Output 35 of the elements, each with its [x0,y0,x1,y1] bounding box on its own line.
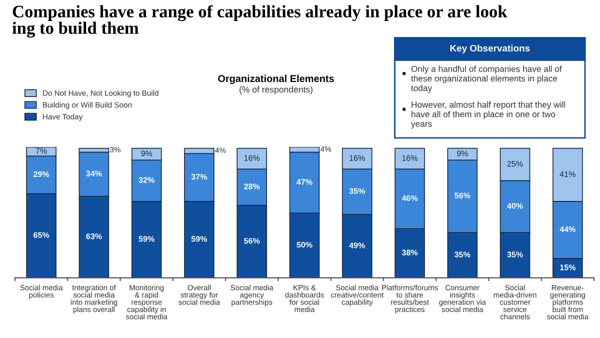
data-label: 9% [141,150,152,156]
data-label: 15% [560,264,576,270]
data-label: 63% [86,234,102,240]
data-label: 32% [138,177,154,183]
text: Only a handful of companies have all of these organizational elements in place today [411,66,562,93]
data-label: 35% [454,252,470,258]
data-label: 44% [560,226,576,232]
chart-title: Companies have a range of capabilities already in place or are look ing to build them [12,5,508,38]
data-label: 16% [244,155,260,161]
data-label: 50% [296,242,312,248]
text: However, almost half report that they will have all of them in place in one or two years [411,101,566,129]
data-label: 59% [191,236,208,242]
data-label: 46% [402,195,418,201]
data-label: 35% [349,188,365,194]
data-label: 16% [402,155,418,161]
data-label: 41% [560,171,576,178]
text: Key Observations [450,44,530,54]
data-label: 37% [191,174,208,180]
data-label: 56% [244,238,260,244]
data-label: 9% [456,150,468,156]
data-label: 59% [138,236,154,242]
data-label: 49% [349,242,365,248]
data-label: 29% [34,171,50,178]
data-label: 25% [507,160,523,167]
data-label: 16% [350,155,365,161]
data-label: 56% [454,192,470,198]
data-label: 65% [34,232,50,238]
data-label: 7% [36,148,47,154]
data-label: 38% [402,250,418,256]
data-label: 40% [507,203,523,209]
data-label: 28% [244,184,260,190]
data-label: 34% [86,170,102,176]
data-label: 35% [507,252,523,258]
chart-subtitle: Organizational Elements (% of respondents) [218,74,334,94]
data-label: 47% [296,179,312,185]
